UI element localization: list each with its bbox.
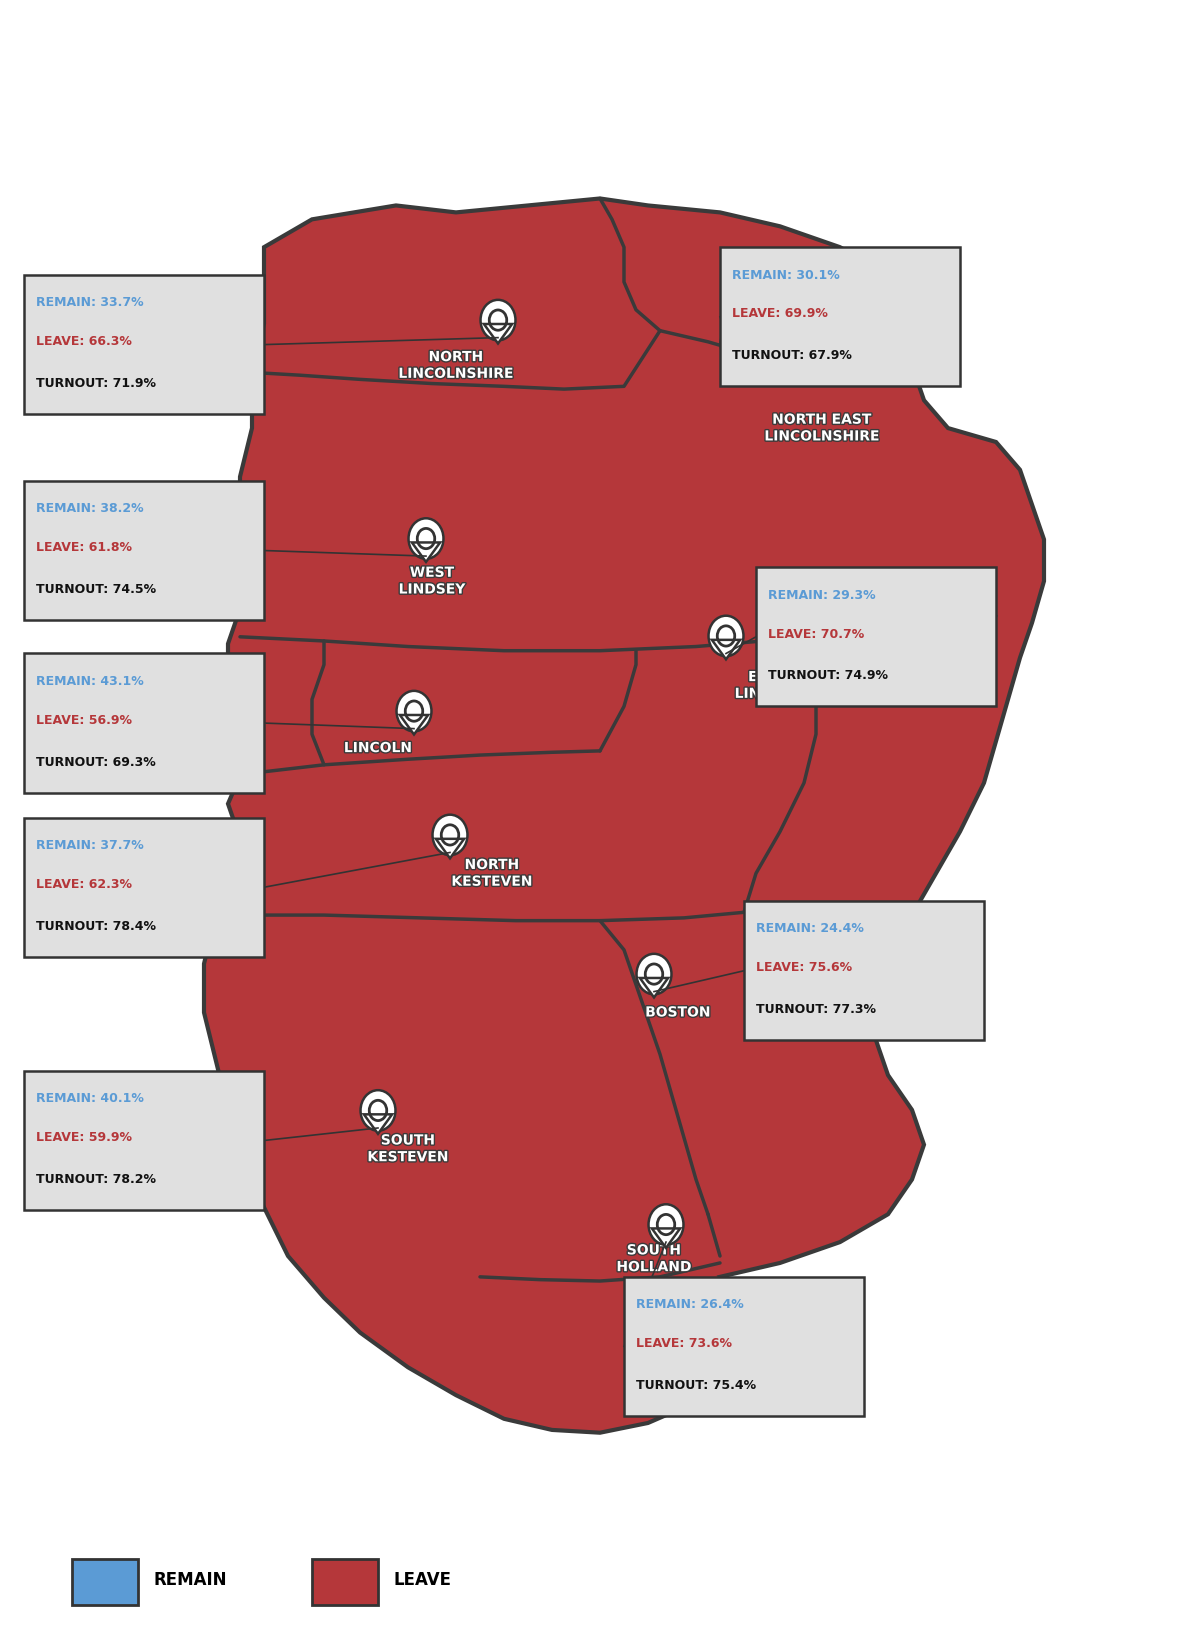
Circle shape	[360, 1090, 396, 1131]
Polygon shape	[484, 324, 512, 344]
Polygon shape	[436, 838, 464, 858]
Text: TURNOUT: 74.5%: TURNOUT: 74.5%	[36, 583, 156, 596]
FancyBboxPatch shape	[24, 481, 264, 620]
Polygon shape	[364, 1115, 392, 1134]
Text: LEAVE: 66.3%: LEAVE: 66.3%	[36, 336, 132, 349]
Circle shape	[480, 300, 516, 340]
FancyBboxPatch shape	[24, 275, 264, 414]
Circle shape	[708, 616, 744, 656]
FancyBboxPatch shape	[312, 1558, 378, 1604]
Text: TURNOUT: 75.4%: TURNOUT: 75.4%	[636, 1378, 756, 1391]
Text: REMAIN: 26.4%: REMAIN: 26.4%	[636, 1298, 744, 1311]
Text: SOUTH
KESTEVEN: SOUTH KESTEVEN	[367, 1133, 449, 1164]
Text: TURNOUT: 74.9%: TURNOUT: 74.9%	[768, 670, 888, 683]
Polygon shape	[204, 198, 1044, 1432]
Text: LEAVE: 75.6%: LEAVE: 75.6%	[756, 961, 852, 974]
Text: LEAVE: LEAVE	[394, 1572, 451, 1588]
Circle shape	[396, 691, 432, 732]
Text: EAST
LINDSEY: EAST LINDSEY	[734, 670, 802, 701]
Text: REMAIN: 40.1%: REMAIN: 40.1%	[36, 1092, 144, 1105]
Text: REMAIN: 30.1%: REMAIN: 30.1%	[732, 268, 840, 282]
Text: NORTH EAST
LINCOLNSHIRE: NORTH EAST LINCOLNSHIRE	[764, 413, 880, 444]
Text: TURNOUT: 67.9%: TURNOUT: 67.9%	[732, 349, 852, 362]
Text: EU REFERENDUM 2016 RESULTS: EU REFERENDUM 2016 RESULTS	[308, 124, 892, 156]
Text: REMAIN: 33.7%: REMAIN: 33.7%	[36, 296, 144, 309]
Circle shape	[648, 1205, 684, 1244]
Text: TURNOUT: 69.3%: TURNOUT: 69.3%	[36, 756, 156, 768]
FancyBboxPatch shape	[756, 568, 996, 707]
Text: TURNOUT: 71.9%: TURNOUT: 71.9%	[36, 377, 156, 390]
FancyBboxPatch shape	[72, 1558, 138, 1604]
Polygon shape	[652, 1228, 680, 1247]
FancyBboxPatch shape	[24, 653, 264, 792]
FancyBboxPatch shape	[24, 817, 264, 956]
Polygon shape	[640, 977, 668, 997]
Text: LEAVE: 56.9%: LEAVE: 56.9%	[36, 714, 132, 727]
Polygon shape	[400, 715, 428, 735]
FancyBboxPatch shape	[624, 1277, 864, 1416]
Text: LINCOLN: LINCOLN	[344, 742, 412, 755]
Text: BOSTON: BOSTON	[646, 1005, 710, 1020]
Circle shape	[636, 954, 672, 994]
Text: the LINCOLNITE: the LINCOLNITE	[322, 31, 878, 88]
Text: NORTH
LINCOLNSHIRE: NORTH LINCOLNSHIRE	[398, 350, 514, 381]
Text: TURNOUT: 77.3%: TURNOUT: 77.3%	[756, 1003, 876, 1017]
Text: REMAIN: 29.3%: REMAIN: 29.3%	[768, 589, 876, 601]
Text: REMAIN: 24.4%: REMAIN: 24.4%	[756, 923, 864, 935]
Text: SOUTH
HOLLAND: SOUTH HOLLAND	[617, 1244, 691, 1274]
Text: LEAVE: 62.3%: LEAVE: 62.3%	[36, 877, 132, 891]
Text: NORTH
KESTEVEN: NORTH KESTEVEN	[451, 858, 533, 889]
Text: LEAVE: 61.8%: LEAVE: 61.8%	[36, 542, 132, 555]
Text: LEAVE: 73.6%: LEAVE: 73.6%	[636, 1337, 732, 1351]
Text: WEST
LINDSEY: WEST LINDSEY	[398, 566, 466, 596]
Text: TURNOUT: 78.2%: TURNOUT: 78.2%	[36, 1174, 156, 1185]
FancyBboxPatch shape	[720, 247, 960, 386]
Polygon shape	[412, 542, 440, 561]
FancyBboxPatch shape	[24, 1071, 264, 1210]
Text: REMAIN: 37.7%: REMAIN: 37.7%	[36, 840, 144, 851]
Polygon shape	[724, 347, 752, 367]
Polygon shape	[712, 640, 740, 660]
Text: REMAIN: 38.2%: REMAIN: 38.2%	[36, 503, 144, 516]
FancyBboxPatch shape	[744, 900, 984, 1041]
Text: LEAVE: 70.7%: LEAVE: 70.7%	[768, 627, 864, 640]
Text: REMAIN: 43.1%: REMAIN: 43.1%	[36, 674, 144, 688]
Text: LEAVE: 69.9%: LEAVE: 69.9%	[732, 308, 828, 321]
Circle shape	[408, 519, 444, 558]
Text: REMAIN: REMAIN	[154, 1572, 227, 1588]
Circle shape	[432, 815, 468, 855]
Text: LEAVE: 59.9%: LEAVE: 59.9%	[36, 1131, 132, 1144]
Text: TURNOUT: 78.4%: TURNOUT: 78.4%	[36, 920, 156, 933]
Circle shape	[720, 324, 756, 363]
